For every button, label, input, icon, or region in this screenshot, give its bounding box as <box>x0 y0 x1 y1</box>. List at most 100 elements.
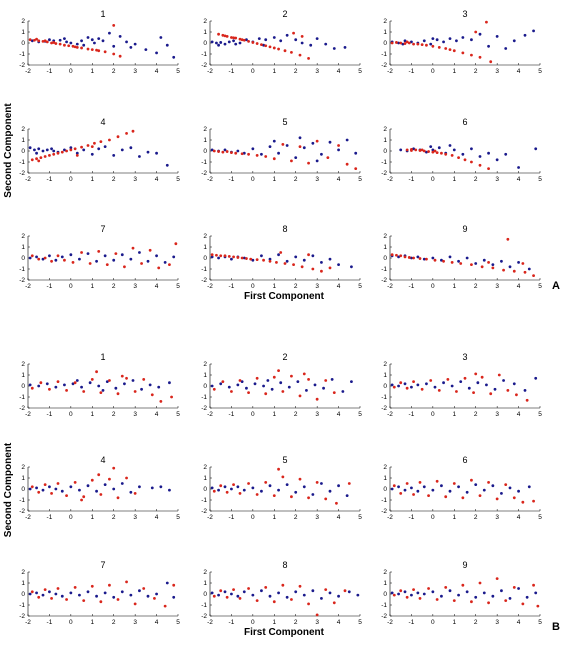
blue-data-point <box>328 257 332 261</box>
red-data-point <box>392 385 396 389</box>
red-data-point <box>264 44 268 48</box>
red-data-point <box>461 583 465 587</box>
blue-data-point <box>401 42 405 46</box>
subplot-title: 9 <box>462 560 467 570</box>
red-data-point <box>37 490 41 494</box>
blue-data-point <box>448 489 452 493</box>
red-data-point <box>399 41 403 45</box>
red-data-point <box>433 258 437 262</box>
y-tick-label: -1 <box>201 266 207 273</box>
blue-data-point <box>63 383 66 387</box>
blue-data-point <box>105 380 109 383</box>
blue-data-point <box>277 253 280 257</box>
y-tick-label: -1 <box>19 602 25 609</box>
blue-data-point <box>416 591 420 595</box>
y-tick-label: -2 <box>201 277 207 284</box>
y-tick-label: -2 <box>381 613 387 620</box>
blue-data-point <box>217 43 220 47</box>
blue-data-point <box>534 376 538 380</box>
red-data-point <box>292 263 295 266</box>
red-data-point <box>444 152 448 156</box>
red-data-point <box>532 499 535 503</box>
red-data-point <box>99 391 103 394</box>
red-data-point <box>455 390 458 393</box>
x-axis-title: First Component <box>244 627 325 638</box>
blue-data-point <box>328 591 332 595</box>
blue-data-point <box>435 38 439 42</box>
blue-data-point <box>159 485 163 489</box>
red-data-point <box>412 493 415 496</box>
blue-data-point <box>311 141 315 145</box>
x-tick-label: 5 <box>358 68 362 75</box>
blue-data-point <box>260 152 263 156</box>
red-data-point <box>90 145 94 149</box>
blue-data-point <box>410 593 413 597</box>
red-data-point <box>275 261 278 264</box>
blue-data-point <box>270 387 274 391</box>
blue-data-point <box>69 41 73 45</box>
blue-data-point <box>240 380 244 383</box>
blue-data-point <box>442 40 445 44</box>
y-axis-title: Second Component <box>3 442 14 537</box>
blue-data-point <box>112 487 116 491</box>
x-tick-label: 4 <box>155 619 159 626</box>
blue-data-point <box>82 43 86 47</box>
blue-data-point <box>146 594 150 598</box>
red-data-point <box>112 24 116 27</box>
red-data-point <box>90 478 94 482</box>
blue-data-point <box>311 589 315 593</box>
y-tick-label: 2 <box>21 361 25 368</box>
blue-data-point <box>35 151 38 155</box>
blue-data-point <box>118 35 122 38</box>
red-data-point <box>272 46 276 50</box>
red-data-point <box>247 391 250 394</box>
x-tick-label: -1 <box>47 514 53 521</box>
red-data-point <box>232 483 235 486</box>
blue-data-point <box>146 259 150 263</box>
blue-data-point <box>302 146 306 150</box>
red-data-point <box>163 604 167 608</box>
blue-data-point <box>86 590 90 594</box>
blue-data-point <box>345 138 349 142</box>
y-tick-label: 1 <box>383 244 387 251</box>
blue-data-point <box>495 158 499 162</box>
red-data-point <box>461 51 465 55</box>
blue-data-point <box>465 590 469 594</box>
x-tick-label: 0 <box>69 514 73 521</box>
x-tick-label: 3 <box>495 514 499 521</box>
blue-data-point <box>403 382 407 386</box>
blue-data-point <box>41 488 45 492</box>
blue-data-point <box>150 486 154 490</box>
blue-data-point <box>478 155 482 158</box>
red-data-point <box>307 378 310 381</box>
subplot-title: 1 <box>100 9 105 19</box>
x-tick-label: 1 <box>452 411 456 418</box>
red-data-point <box>427 150 430 153</box>
blue-data-point <box>93 41 96 45</box>
red-data-point <box>133 390 137 393</box>
blue-data-point <box>285 483 289 486</box>
red-data-point <box>470 263 473 266</box>
blue-data-point <box>245 386 248 390</box>
red-data-point <box>399 492 403 495</box>
red-data-point <box>247 587 250 590</box>
y-tick-label: -2 <box>201 613 207 620</box>
red-data-point <box>435 598 439 601</box>
y-tick-label: 2 <box>21 233 25 240</box>
blue-data-point <box>227 40 231 44</box>
x-tick-label: 5 <box>358 619 362 626</box>
blue-data-point <box>112 595 116 599</box>
blue-data-point <box>504 152 508 156</box>
red-data-point <box>88 262 92 265</box>
red-data-point <box>442 259 445 263</box>
red-data-point <box>247 39 250 43</box>
blue-data-point <box>28 146 32 150</box>
blue-data-point <box>309 43 313 47</box>
blue-data-point <box>260 489 263 493</box>
blue-data-point <box>65 40 68 44</box>
subplot-title: 2 <box>282 352 287 362</box>
blue-data-point <box>298 136 302 140</box>
red-data-point <box>230 151 233 155</box>
red-data-point <box>52 41 56 44</box>
red-data-point <box>470 160 473 164</box>
